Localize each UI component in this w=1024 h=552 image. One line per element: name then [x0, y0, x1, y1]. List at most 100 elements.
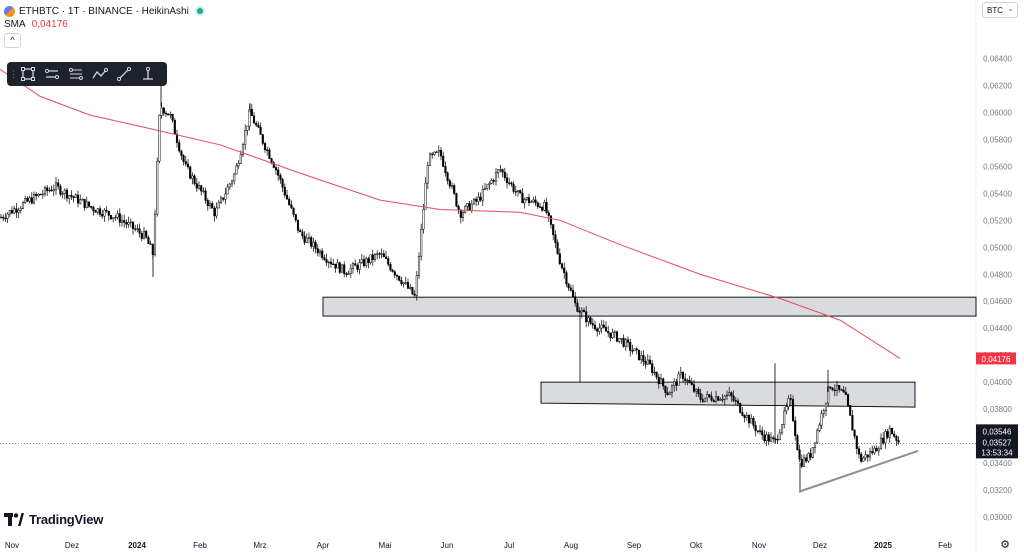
candle-body: [732, 395, 735, 401]
candle-body: [723, 395, 726, 400]
candle-body: [873, 447, 876, 454]
candle-body: [655, 371, 658, 378]
candle-body: [538, 206, 542, 208]
candle-body: [96, 208, 99, 213]
candle-body: [398, 275, 401, 281]
candle-body: [895, 436, 898, 441]
tradingview-logo[interactable]: TradingView: [4, 512, 103, 527]
support-trend-line[interactable]: [799, 449, 919, 493]
candle-body: [318, 250, 322, 254]
candle-body: [475, 198, 478, 202]
candle-body: [618, 338, 621, 342]
candle-body: [703, 397, 707, 402]
candle-body: [446, 172, 449, 181]
candle-body: [547, 212, 550, 217]
candle-body: [420, 228, 423, 257]
candle-body: [659, 378, 663, 385]
candle-body: [717, 396, 720, 401]
fib-lines-icon[interactable]: [65, 64, 87, 84]
candle-body: [182, 155, 185, 162]
toolbar-grip-icon[interactable]: ⋮: [9, 69, 18, 79]
candle-body: [444, 166, 447, 173]
rectangle-icon[interactable]: [17, 64, 39, 84]
candle-body: [459, 210, 462, 218]
candle-body: [787, 398, 790, 407]
candle-body: [800, 459, 803, 467]
candle-body: [811, 447, 814, 458]
candle-body: [200, 185, 203, 192]
x-tick-label: Nov: [752, 541, 766, 550]
candle-body: [329, 261, 333, 265]
path-icon[interactable]: [89, 64, 111, 84]
sma-line[interactable]: [0, 68, 901, 359]
gear-icon[interactable]: ⚙: [1000, 539, 1010, 551]
candle-body: [252, 115, 256, 124]
x-tick-label: Jun: [441, 541, 454, 550]
candle-body: [272, 162, 275, 168]
candle-body: [525, 197, 528, 200]
indicator-legend[interactable]: SMA 0,04176: [4, 19, 68, 30]
candle-body: [338, 262, 341, 273]
candle-body: [855, 436, 858, 449]
candle-body: [844, 391, 847, 395]
candle-body: [593, 324, 597, 330]
candle-body: [222, 197, 225, 200]
candle-body: [492, 180, 495, 182]
candle-body: [791, 399, 795, 421]
candle-body: [875, 447, 878, 452]
currency-label: BTC: [987, 5, 1003, 15]
candle-body: [862, 457, 865, 462]
cursor-line-icon[interactable]: [137, 64, 159, 84]
current-price-label: 0,03546: [983, 427, 1012, 436]
candle-body: [741, 412, 744, 416]
resistance-zone-lower[interactable]: [540, 381, 916, 408]
candle-body: [283, 186, 286, 196]
candle-body: [142, 230, 146, 239]
candle-body: [651, 363, 654, 373]
candle-body: [846, 394, 850, 406]
tradingview-mark-icon: [4, 513, 24, 526]
collapse-legend-button[interactable]: ^: [4, 33, 21, 48]
candle-body: [13, 208, 16, 214]
candle-body: [866, 454, 869, 458]
candle-body: [563, 267, 566, 273]
candle-body: [365, 258, 368, 266]
candle-body: [730, 392, 733, 397]
candle-body: [701, 399, 704, 402]
candle-body: [477, 196, 480, 202]
candle-body: [585, 311, 588, 323]
candle-body: [87, 201, 91, 207]
candle-body: [523, 199, 526, 204]
candle-body: [802, 457, 806, 467]
candle-body: [543, 202, 546, 211]
candle-body: [171, 113, 174, 121]
candle-body: [739, 402, 742, 413]
candle-body: [98, 208, 102, 215]
candle-body: [840, 389, 843, 391]
candle-body: [160, 107, 163, 116]
candle-body: [299, 230, 302, 233]
currency-select[interactable]: BTC ⌄: [982, 2, 1018, 18]
candle-body: [871, 451, 874, 454]
x-tick-label: Sep: [627, 541, 642, 550]
candle-body: [882, 437, 885, 444]
resistance-zone-upper[interactable]: [322, 296, 977, 317]
trend-line-icon[interactable]: [113, 64, 135, 84]
candle-body: [642, 355, 645, 362]
candle-body: [105, 209, 108, 212]
candle-body: [39, 193, 42, 196]
parallel-lines-icon[interactable]: [41, 64, 63, 84]
candle-body: [360, 259, 363, 263]
candle-body: [250, 109, 253, 117]
candle-body: [552, 224, 555, 235]
symbol-legend[interactable]: ETHBTC · 1T · BINANCE · HeikinAshi: [4, 3, 203, 19]
candle-body: [644, 361, 647, 365]
candle-body: [574, 296, 577, 304]
candle-body: [57, 182, 60, 187]
market-open-status-icon: [196, 8, 203, 14]
current-price-label-bg: [976, 424, 1018, 459]
candle-body: [789, 398, 792, 400]
candle-body: [450, 185, 454, 187]
candle-body: [754, 425, 757, 432]
